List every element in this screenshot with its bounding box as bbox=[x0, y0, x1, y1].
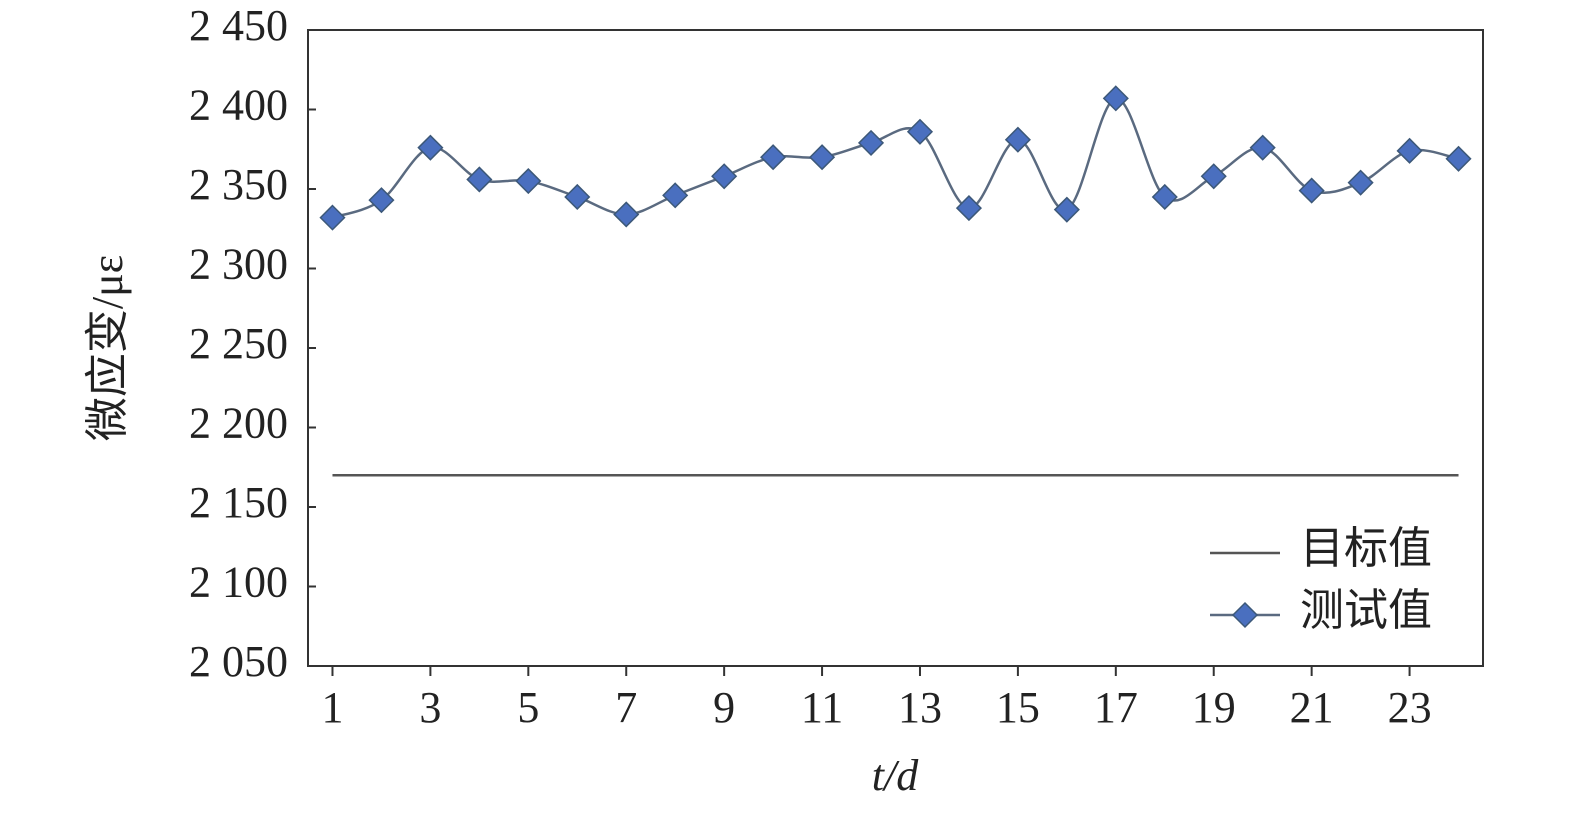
x-axis-label: t/d bbox=[872, 751, 919, 800]
x-tick-label: 1 bbox=[321, 683, 343, 732]
y-tick-label: 2 450 bbox=[189, 1, 288, 50]
y-tick-label: 2 200 bbox=[189, 399, 288, 448]
data-point bbox=[515, 167, 542, 195]
data-point bbox=[1298, 177, 1325, 204]
x-tick-label: 11 bbox=[801, 683, 843, 732]
data-point bbox=[760, 144, 787, 171]
data-point bbox=[417, 134, 444, 161]
x-tick-label: 13 bbox=[898, 683, 942, 732]
legend-label: 测试值 bbox=[1300, 586, 1432, 635]
y-tick-label: 2 350 bbox=[189, 160, 288, 209]
data-point bbox=[906, 118, 934, 145]
x-tick-label: 5 bbox=[517, 683, 539, 732]
data-point bbox=[1151, 183, 1178, 211]
legend-label: 目标值 bbox=[1300, 524, 1432, 573]
series-line bbox=[332, 97, 1459, 219]
data-point bbox=[319, 204, 346, 231]
data-point bbox=[1004, 126, 1031, 153]
y-axis-label: 微应变/με bbox=[83, 255, 132, 441]
data-point bbox=[1396, 137, 1423, 164]
y-tick-label: 2 300 bbox=[189, 240, 288, 289]
data-point bbox=[613, 201, 640, 228]
x-tick-label: 7 bbox=[615, 683, 637, 732]
data-point bbox=[368, 187, 395, 214]
data-point bbox=[1200, 163, 1227, 190]
x-tick-label: 3 bbox=[419, 683, 441, 732]
x-tick-label: 23 bbox=[1388, 683, 1432, 732]
data-point bbox=[1445, 145, 1472, 172]
data-point bbox=[1347, 169, 1374, 196]
data-point bbox=[1249, 134, 1276, 161]
data-point bbox=[564, 183, 591, 211]
data-point bbox=[857, 129, 885, 156]
x-tick-label: 19 bbox=[1192, 683, 1236, 732]
legend-marker bbox=[1231, 601, 1259, 629]
data-point bbox=[809, 144, 836, 171]
y-tick-label: 2 050 bbox=[189, 637, 288, 686]
data-point bbox=[955, 195, 982, 222]
y-tick-label: 2 100 bbox=[189, 558, 288, 607]
y-tick-label: 2 150 bbox=[189, 478, 288, 527]
y-tick-label: 2 400 bbox=[189, 81, 288, 130]
data-point bbox=[1102, 85, 1129, 112]
data-point bbox=[1053, 196, 1080, 223]
x-tick-label: 17 bbox=[1094, 683, 1138, 732]
y-tick-label: 2 250 bbox=[189, 319, 288, 368]
data-point bbox=[711, 163, 738, 190]
data-point bbox=[662, 182, 689, 209]
data-point bbox=[466, 166, 493, 193]
x-tick-label: 21 bbox=[1290, 683, 1334, 732]
x-tick-label: 15 bbox=[996, 683, 1040, 732]
x-tick-label: 9 bbox=[713, 683, 735, 732]
